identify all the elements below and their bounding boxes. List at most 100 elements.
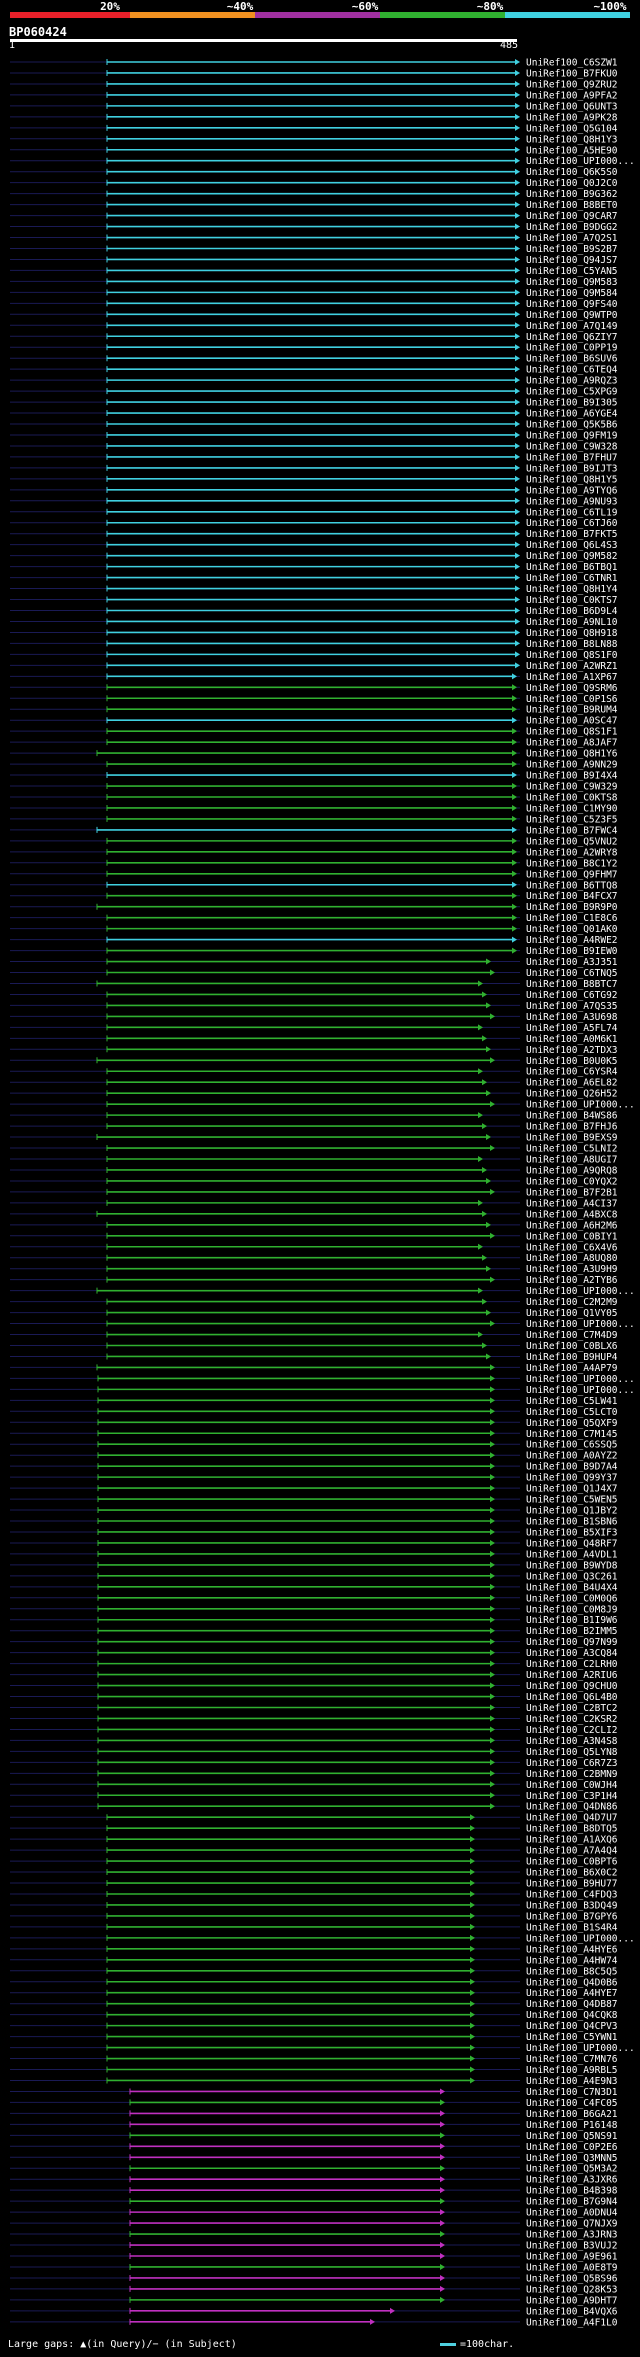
hit-label[interactable]: UniRef100_B9HU77: [526, 1879, 618, 1890]
hit-label[interactable]: UniRef100_B8BTC7: [526, 979, 618, 990]
hit-label[interactable]: UniRef100_Q8H1Y3: [526, 134, 618, 145]
hit-label[interactable]: UniRef100_Q5K5B6: [526, 420, 618, 431]
hit-label[interactable]: UniRef100_C0PP19: [526, 343, 618, 354]
hit-label[interactable]: UniRef100_A2TDX3: [526, 1045, 618, 1056]
hit-label[interactable]: UniRef100_C0WJH4: [526, 1780, 618, 1791]
hit-label[interactable]: UniRef100_A4HW74: [526, 1955, 618, 1966]
hit-label[interactable]: UniRef100_Q4CPV3: [526, 2021, 618, 2032]
hit-label[interactable]: UniRef100_A9QRQ8: [526, 1165, 618, 1176]
hit-label[interactable]: UniRef100_C6YSR4: [526, 1067, 618, 1078]
hit-label[interactable]: UniRef100_C6TNQ5: [526, 968, 618, 979]
hit-label[interactable]: UniRef100_C7M145: [526, 1429, 618, 1440]
hit-label[interactable]: UniRef100_C1E8C6: [526, 913, 618, 924]
hit-label[interactable]: UniRef100_Q9FS40: [526, 299, 618, 310]
hit-label[interactable]: UniRef100_B6GA21: [526, 2109, 618, 2120]
hit-label[interactable]: UniRef100_C9W329: [526, 782, 618, 793]
hit-label[interactable]: UniRef100_Q4D0B6: [526, 1977, 618, 1988]
hit-label[interactable]: UniRef100_A4F1L0: [526, 2317, 618, 2328]
hit-label[interactable]: UniRef100_Q94JS7: [526, 255, 618, 266]
hit-label[interactable]: UniRef100_Q8H1Y6: [526, 749, 618, 760]
hit-label[interactable]: UniRef100_C0KTS8: [526, 792, 618, 803]
hit-label[interactable]: UniRef100_C4FDQ3: [526, 1889, 618, 1900]
hit-label[interactable]: UniRef100_A9RBL5: [526, 2065, 618, 2076]
hit-label[interactable]: UniRef100_B9DGG2: [526, 222, 618, 233]
hit-label[interactable]: UniRef100_C2LRH0: [526, 1659, 618, 1670]
hit-label[interactable]: UniRef100_C7M4D9: [526, 1330, 618, 1341]
hit-label[interactable]: UniRef100_A7Q149: [526, 321, 618, 332]
hit-label[interactable]: UniRef100_A4CI37: [526, 1198, 618, 1209]
hit-label[interactable]: UniRef100_B1I9W6: [526, 1615, 618, 1626]
hit-label[interactable]: UniRef100_A0E8T9: [526, 2262, 618, 2273]
hit-label[interactable]: UniRef100_UPI000...: [526, 1933, 635, 1944]
hit-label[interactable]: UniRef100_B9HUP4: [526, 1352, 618, 1363]
hit-label[interactable]: UniRef100_C6TL19: [526, 507, 618, 518]
hit-label[interactable]: UniRef100_C2CLI2: [526, 1725, 618, 1736]
hit-label[interactable]: UniRef100_C6TNR1: [526, 573, 618, 584]
hit-label[interactable]: UniRef100_Q9WTP0: [526, 310, 618, 321]
hit-label[interactable]: UniRef100_C0M0Q6: [526, 1593, 618, 1604]
hit-label[interactable]: UniRef100_B9G362: [526, 189, 618, 200]
hit-label[interactable]: UniRef100_Q1JBY2: [526, 1506, 618, 1517]
hit-label[interactable]: UniRef100_C5YAN5: [526, 266, 618, 277]
hit-label[interactable]: UniRef100_A2RIU6: [526, 1670, 618, 1681]
hit-label[interactable]: UniRef100_A0M6K1: [526, 1034, 618, 1045]
hit-label[interactable]: UniRef100_A9E961: [526, 2252, 618, 2263]
hit-label[interactable]: UniRef100_C5LNI2: [526, 1144, 618, 1155]
hit-label[interactable]: UniRef100_A5FL74: [526, 1023, 618, 1034]
hit-label[interactable]: UniRef100_B9WYD8: [526, 1560, 618, 1571]
hit-label[interactable]: UniRef100_A7A4Q4: [526, 1846, 618, 1857]
hit-label[interactable]: UniRef100_B1SBN6: [526, 1517, 618, 1528]
hit-label[interactable]: UniRef100_A9PK28: [526, 112, 618, 123]
hit-label[interactable]: UniRef100_B9IJT3: [526, 463, 618, 474]
hit-label[interactable]: UniRef100_B6SUV6: [526, 354, 618, 365]
hit-label[interactable]: UniRef100_A4RWE2: [526, 935, 618, 946]
hit-label[interactable]: UniRef100_Q9FHM7: [526, 869, 618, 880]
hit-label[interactable]: UniRef100_A9NN29: [526, 760, 618, 771]
hit-label[interactable]: UniRef100_B9R9P0: [526, 902, 618, 913]
hit-label[interactable]: UniRef100_Q01AK0: [526, 924, 618, 935]
hit-label[interactable]: UniRef100_B7FHJ6: [526, 1122, 618, 1133]
hit-label[interactable]: UniRef100_Q5LYN8: [526, 1747, 618, 1758]
hit-label[interactable]: UniRef100_Q5G104: [526, 123, 618, 134]
hit-label[interactable]: UniRef100_Q4DN86: [526, 1802, 618, 1813]
hit-label[interactable]: UniRef100_Q6UNT3: [526, 101, 618, 112]
hit-label[interactable]: UniRef100_B9D7A4: [526, 1462, 618, 1473]
hit-label[interactable]: UniRef100_Q9M582: [526, 551, 618, 562]
hit-label[interactable]: UniRef100_A7QS35: [526, 1001, 618, 1012]
hit-label[interactable]: UniRef100_Q6L4B0: [526, 1692, 618, 1703]
hit-label[interactable]: UniRef100_B9RUM4: [526, 705, 618, 716]
hit-label[interactable]: UniRef100_UPI000...: [526, 1100, 635, 1111]
hit-label[interactable]: UniRef100_A3U9H9: [526, 1264, 618, 1275]
hit-label[interactable]: UniRef100_Q9CHU0: [526, 1681, 618, 1692]
hit-label[interactable]: UniRef100_A4HYE7: [526, 1988, 618, 1999]
hit-label[interactable]: UniRef100_Q5M3A2: [526, 2164, 618, 2175]
hit-label[interactable]: UniRef100_Q3C261: [526, 1571, 618, 1582]
hit-label[interactable]: UniRef100_C0P2E6: [526, 2142, 618, 2153]
hit-label[interactable]: UniRef100_Q3MNN5: [526, 2153, 618, 2164]
hit-label[interactable]: UniRef100_A3U698: [526, 1012, 618, 1023]
hit-label[interactable]: UniRef100_C6X4V6: [526, 1242, 618, 1253]
hit-label[interactable]: UniRef100_C5Z3F5: [526, 814, 618, 825]
hit-label[interactable]: UniRef100_B5XIF3: [526, 1527, 618, 1538]
hit-label[interactable]: UniRef100_A9NL10: [526, 617, 618, 628]
hit-label[interactable]: UniRef100_Q8H1Y4: [526, 584, 618, 595]
hit-label[interactable]: UniRef100_C4FC05: [526, 2098, 618, 2109]
hit-label[interactable]: UniRef100_C0KTS7: [526, 595, 618, 606]
hit-label[interactable]: UniRef100_A3CQ84: [526, 1648, 618, 1659]
hit-label[interactable]: UniRef100_C0P1S6: [526, 694, 618, 705]
hit-label[interactable]: UniRef100_C0BPT6: [526, 1857, 618, 1868]
hit-label[interactable]: UniRef100_A8JAF7: [526, 738, 618, 749]
hit-label[interactable]: UniRef100_C6SSQ5: [526, 1440, 618, 1451]
hit-label[interactable]: UniRef100_B4FCX7: [526, 891, 618, 902]
hit-label[interactable]: UniRef100_UPI000...: [526, 1286, 635, 1297]
hit-label[interactable]: UniRef100_C7MN76: [526, 2054, 618, 2065]
hit-label[interactable]: UniRef100_Q1VY05: [526, 1308, 618, 1319]
hit-label[interactable]: UniRef100_C6TEQ4: [526, 365, 618, 376]
hit-label[interactable]: UniRef100_A0SC47: [526, 716, 618, 727]
hit-label[interactable]: UniRef100_C7N3D1: [526, 2087, 618, 2098]
hit-label[interactable]: UniRef100_B6TTQ8: [526, 880, 618, 891]
hit-label[interactable]: UniRef100_B8BET0: [526, 200, 618, 211]
hit-label[interactable]: UniRef100_Q5QXF9: [526, 1418, 618, 1429]
hit-label[interactable]: UniRef100_Q5BS96: [526, 2273, 618, 2284]
hit-label[interactable]: UniRef100_C1MY90: [526, 803, 618, 814]
